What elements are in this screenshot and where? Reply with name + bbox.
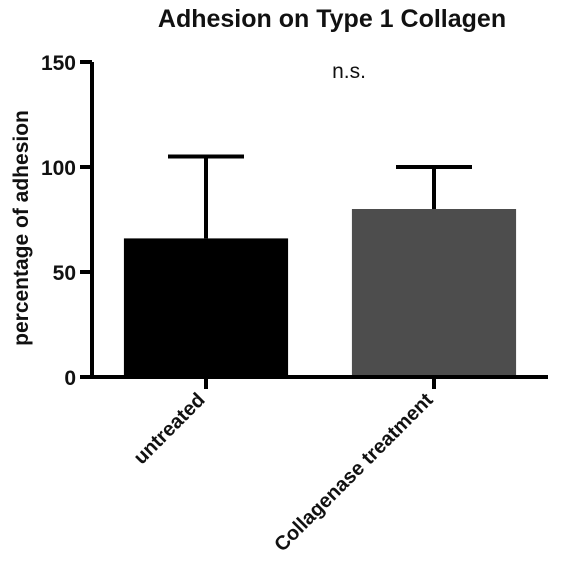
bars-layer — [123, 209, 517, 377]
category-label-0: untreated — [130, 389, 210, 469]
y-tick-label: 50 — [53, 262, 76, 285]
y-axis-label: percentage of adhesion — [10, 110, 33, 346]
significance-annotation: n.s. — [332, 60, 366, 83]
bar-1 — [351, 209, 517, 377]
error-bars-layer — [168, 154, 472, 239]
y-tick-label: 100 — [41, 157, 76, 180]
category-label-1: Collagenase treatment — [270, 389, 437, 556]
y-ticks-layer: 0 50 100 150 — [41, 52, 92, 390]
category-labels-layer: untreated Collagenase treatment — [130, 377, 438, 556]
y-tick-label: 0 — [64, 367, 76, 390]
bar-0 — [123, 238, 289, 377]
chart-title: Adhesion on Type 1 Collagen — [158, 5, 506, 33]
y-tick-label: 150 — [41, 52, 76, 75]
